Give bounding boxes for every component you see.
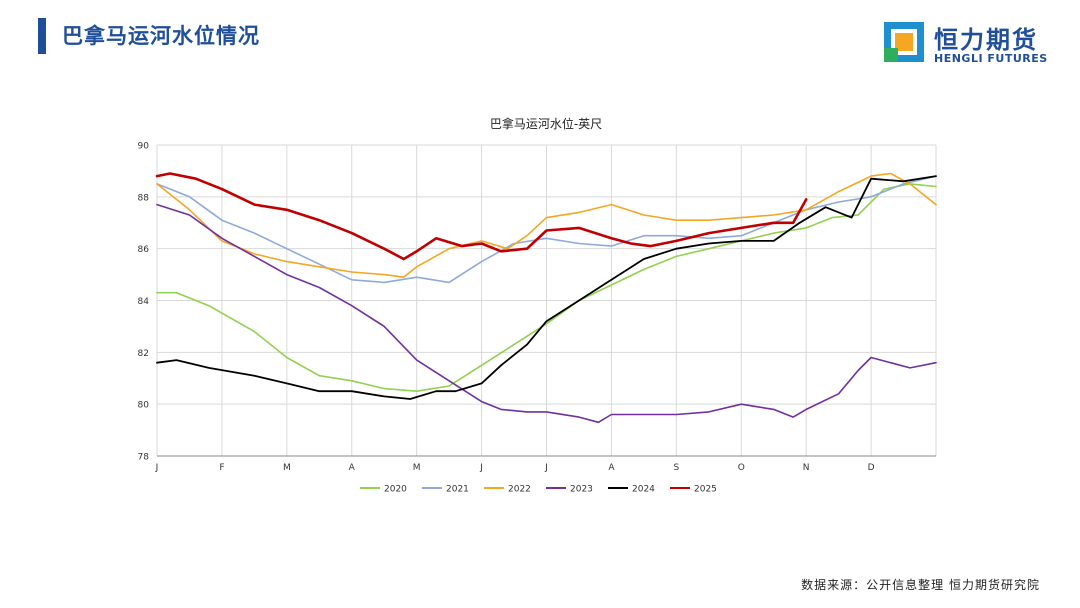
logo-english-name: HENGLI FUTURES [934, 52, 1048, 65]
logo-chinese-name: 恒力期货 [934, 26, 1038, 54]
legend-label-2020: 2020 [384, 485, 407, 495]
chart-series [155, 172, 937, 424]
series-line-2023 [156, 203, 937, 424]
x-tick-label: D [868, 463, 875, 473]
series-line-2022 [156, 172, 937, 279]
legend-label-2022: 2022 [508, 485, 531, 495]
logo-mark-icon [884, 22, 924, 62]
x-tick-label: J [544, 463, 548, 473]
x-tick-label: M [283, 463, 291, 473]
x-tick-label: N [803, 463, 810, 473]
y-tick-label: 88 [138, 193, 150, 203]
x-tick-label: S [673, 463, 679, 473]
legend-label-2023: 2023 [570, 485, 593, 495]
series-line-2020 [156, 183, 937, 393]
x-tick-label: A [608, 463, 615, 473]
data-source-note: 数据来源：公开信息整理 恒力期货研究院 [801, 578, 1040, 592]
chart-legend: 2020 2021 2022 2023 2024 2025 [360, 485, 717, 495]
y-tick-label: 90 [138, 142, 150, 152]
y-tick-label: 80 [138, 401, 150, 411]
company-logo: 恒力期货 HENGLI FUTURES [884, 22, 1054, 66]
chart-title: 巴拿马运河水位-英尺 [490, 116, 602, 131]
x-tick-label: J [479, 463, 483, 473]
chart-grid [156, 144, 937, 457]
series-line-2024 [156, 175, 937, 400]
legend-label-2021: 2021 [446, 485, 469, 495]
legend-label-2025: 2025 [694, 485, 717, 495]
y-tick-label: 86 [138, 245, 150, 255]
y-tick-label: 82 [138, 349, 149, 359]
y-tick-label: 84 [138, 297, 150, 307]
legend-label-2024: 2024 [632, 485, 655, 495]
title-accent-bar [38, 18, 46, 54]
x-tick-label: F [219, 463, 224, 473]
y-tick-label: 78 [138, 453, 150, 463]
page-title: 巴拿马运河水位情况 [62, 24, 260, 48]
x-tick-label: J [155, 463, 159, 473]
chart-axes: 78 80 82 84 86 88 90 J F M A M J J A S O N D [138, 142, 936, 473]
x-tick-label: O [738, 463, 745, 473]
series-line-2025 [155, 172, 808, 261]
x-tick-label: A [349, 463, 356, 473]
x-tick-label: M [413, 463, 421, 473]
